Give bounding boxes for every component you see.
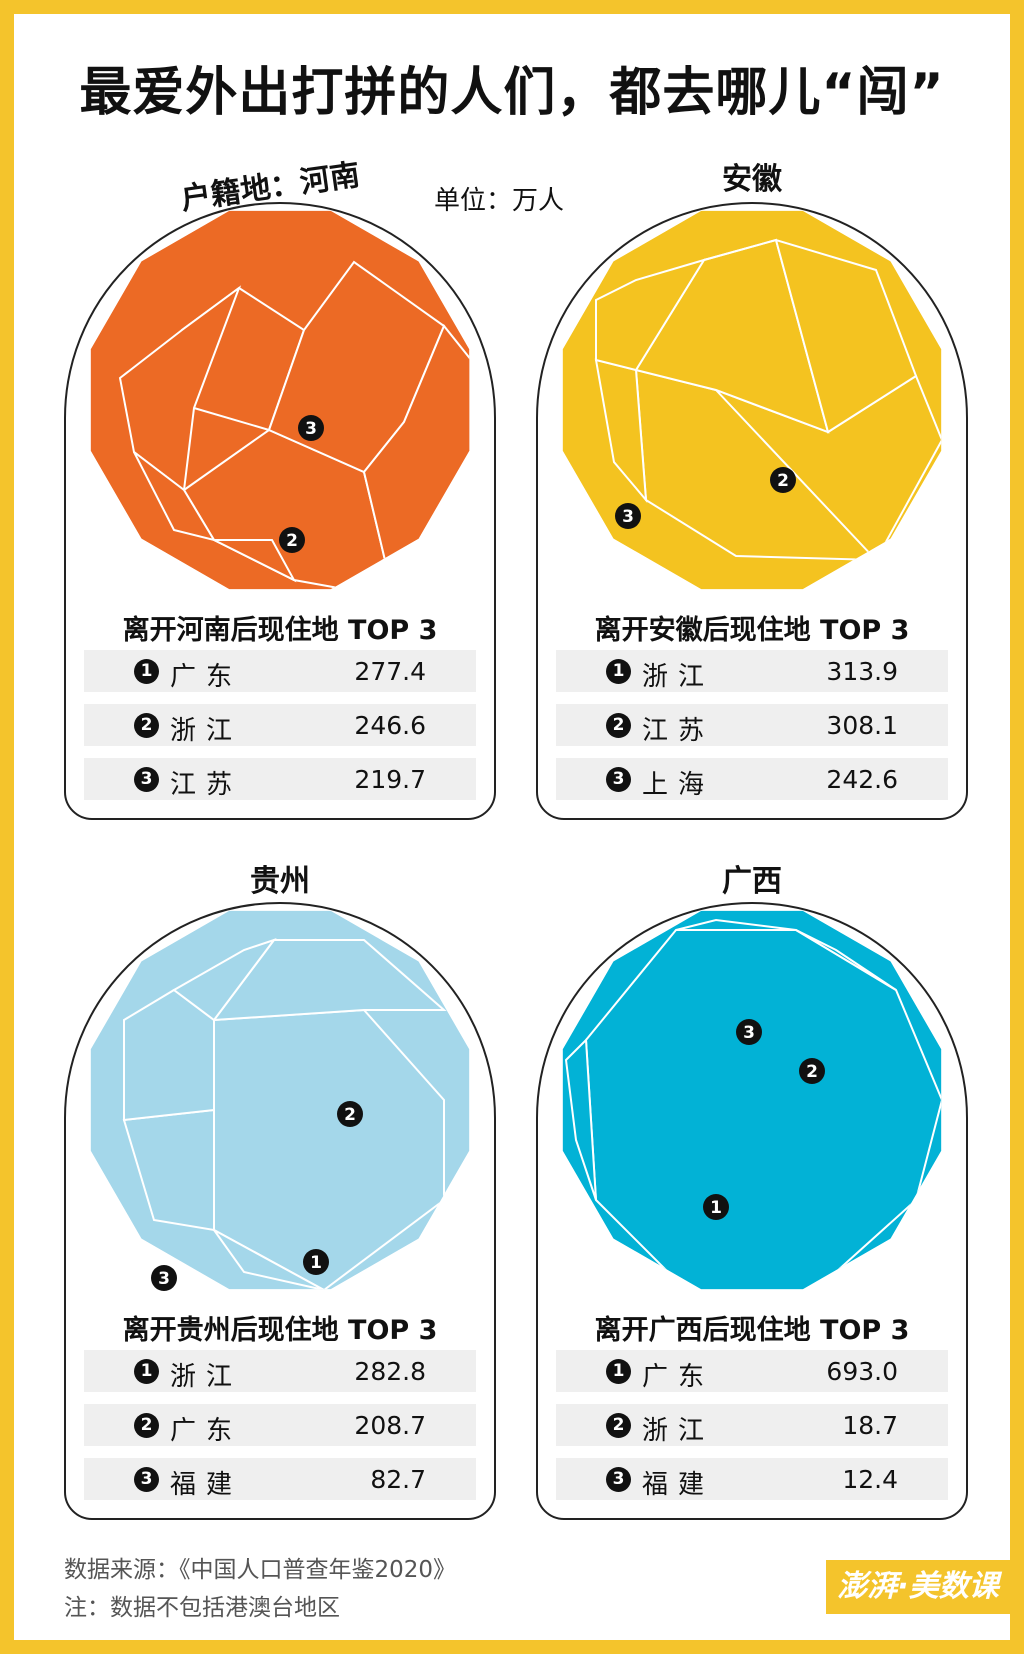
table-title-guangxi: 离开广西后现住地 TOP 3 — [594, 1315, 910, 1346]
voronoi-cell — [133, 451, 217, 542]
destination-name: 浙江 — [170, 1362, 243, 1392]
rank-marker-2: 2 — [799, 1058, 825, 1084]
rank-marker-2: 2 — [279, 527, 305, 553]
rank-marker-2: 2 — [770, 467, 796, 493]
rank-marker-1: 1 — [703, 1194, 729, 1220]
voronoi-chart-anhui: 123 — [562, 210, 942, 590]
rank-marker-label: 1 — [710, 1198, 722, 1218]
rank-badge: 1 — [134, 1359, 159, 1384]
table-title-anhui: 离开安徽后现住地 TOP 3 — [594, 615, 910, 646]
rank-marker-3: 3 — [151, 1265, 177, 1291]
exclusion-note: 注：数据不包括港澳台地区 — [64, 1595, 340, 1621]
destination-value: 208.7 — [354, 1411, 426, 1440]
table-row: 3 江苏 219.7 — [84, 758, 476, 800]
rank-badge: 3 — [134, 767, 159, 792]
destination-name: 福建 — [642, 1470, 715, 1500]
destination-name: 江苏 — [642, 716, 715, 746]
rank-badge: 2 — [606, 713, 631, 738]
rank-marker-label: 3 — [622, 507, 634, 527]
rank-marker-label: 3 — [158, 1269, 170, 1289]
voronoi-cell — [595, 258, 707, 372]
voronoi-cell — [362, 324, 470, 590]
rank-marker-label: 2 — [806, 1062, 818, 1082]
destination-value: 282.8 — [354, 1357, 426, 1386]
destination-value: 277.4 — [354, 657, 426, 686]
destination-value: 219.7 — [354, 765, 426, 794]
voronoi-cell — [172, 938, 277, 1022]
rank-badge: 1 — [606, 1359, 631, 1384]
destination-name: 福建 — [170, 1470, 243, 1500]
publisher-logo: 澎湃·美数课 — [826, 1560, 1010, 1614]
voronoi-chart-guangxi: 1 2 3 — [562, 910, 942, 1290]
destination-name: 广东 — [170, 662, 243, 692]
rank-marker-label: 2 — [777, 471, 789, 491]
table-row: 1 浙江 313.9 — [556, 650, 948, 692]
voronoi-cell — [564, 1037, 597, 1201]
destination-name: 上海 — [642, 770, 715, 800]
rank-badge: 2 — [134, 713, 159, 738]
destination-name: 广东 — [642, 1362, 715, 1392]
voronoi-cell — [213, 1229, 325, 1290]
rank-badge: 3 — [134, 1467, 159, 1492]
destination-value: 242.6 — [826, 765, 898, 794]
table-row: 1 浙江 282.8 — [84, 1350, 476, 1392]
table-row: 2 浙江 18.7 — [556, 1404, 948, 1446]
table-row: 3 福建 12.4 — [556, 1458, 948, 1500]
destination-value: 308.1 — [826, 711, 898, 740]
source-note: 数据来源：《中国人口普查年鉴2020》 — [64, 1557, 457, 1583]
table-row: 2 江苏 308.1 — [556, 704, 948, 746]
table-row: 1 广东 277.4 — [84, 650, 476, 692]
page-title: 最爱外出打拼的人们，都去哪儿“闯” — [79, 63, 945, 123]
rank-badge: 3 — [606, 767, 631, 792]
rank-marker-3: 3 — [736, 1019, 762, 1045]
destination-value: 693.0 — [826, 1357, 898, 1386]
table-row: 3 上海 242.6 — [556, 758, 948, 800]
panel-title-anhui: 安徽 — [722, 162, 782, 197]
table-title-guizhou: 离开贵州后现住地 TOP 3 — [122, 1315, 438, 1346]
destination-name: 江苏 — [170, 770, 243, 800]
voronoi-chart-guizhou: 1 2 3 — [90, 910, 470, 1291]
destination-value: 313.9 — [826, 657, 898, 686]
panel-title-guangxi: 广西 — [722, 864, 782, 899]
rank-badge: 1 — [606, 659, 631, 684]
rank-marker-3: 3 — [298, 415, 324, 441]
rank-marker-label: 3 — [305, 419, 317, 439]
rank-marker-label: 2 — [286, 531, 298, 551]
voronoi-chart-henan: 123 — [90, 210, 470, 590]
destination-value: 18.7 — [842, 1411, 898, 1440]
rank-marker-1: 1 — [303, 1249, 329, 1275]
voronoi-cell — [795, 929, 897, 991]
destination-value: 12.4 — [842, 1465, 898, 1494]
rank-marker-label: 3 — [743, 1023, 755, 1043]
destination-name: 浙江 — [170, 716, 243, 746]
table-row: 2 浙江 246.6 — [84, 704, 476, 746]
rank-marker-2: 2 — [337, 1101, 363, 1127]
voronoi-cell — [703, 238, 918, 434]
rank-badge: 2 — [606, 1413, 631, 1438]
unit-label: 单位：万人 — [434, 186, 565, 216]
destination-name: 广东 — [170, 1416, 243, 1446]
table-row: 3 福建 82.7 — [84, 1458, 476, 1500]
table-row: 1 广东 693.0 — [556, 1350, 948, 1392]
destination-value: 246.6 — [354, 711, 426, 740]
voronoi-cell — [123, 988, 215, 1122]
voronoi-cell — [675, 918, 797, 931]
rank-marker-label: 1 — [310, 1253, 322, 1273]
rank-marker-3: 3 — [615, 503, 641, 529]
destination-value: 82.7 — [370, 1465, 426, 1494]
rank-badge: 2 — [134, 1413, 159, 1438]
rank-badge: 3 — [606, 1467, 631, 1492]
rank-marker-label: 2 — [344, 1105, 356, 1125]
rank-badge: 1 — [134, 659, 159, 684]
table-row: 2 广东 208.7 — [84, 1404, 476, 1446]
destination-name: 浙江 — [642, 662, 715, 692]
destination-name: 浙江 — [642, 1416, 715, 1446]
table-title-henan: 离开河南后现住地 TOP 3 — [122, 615, 438, 646]
voronoi-cell — [213, 539, 297, 583]
panel-title-guizhou: 贵州 — [250, 864, 310, 899]
